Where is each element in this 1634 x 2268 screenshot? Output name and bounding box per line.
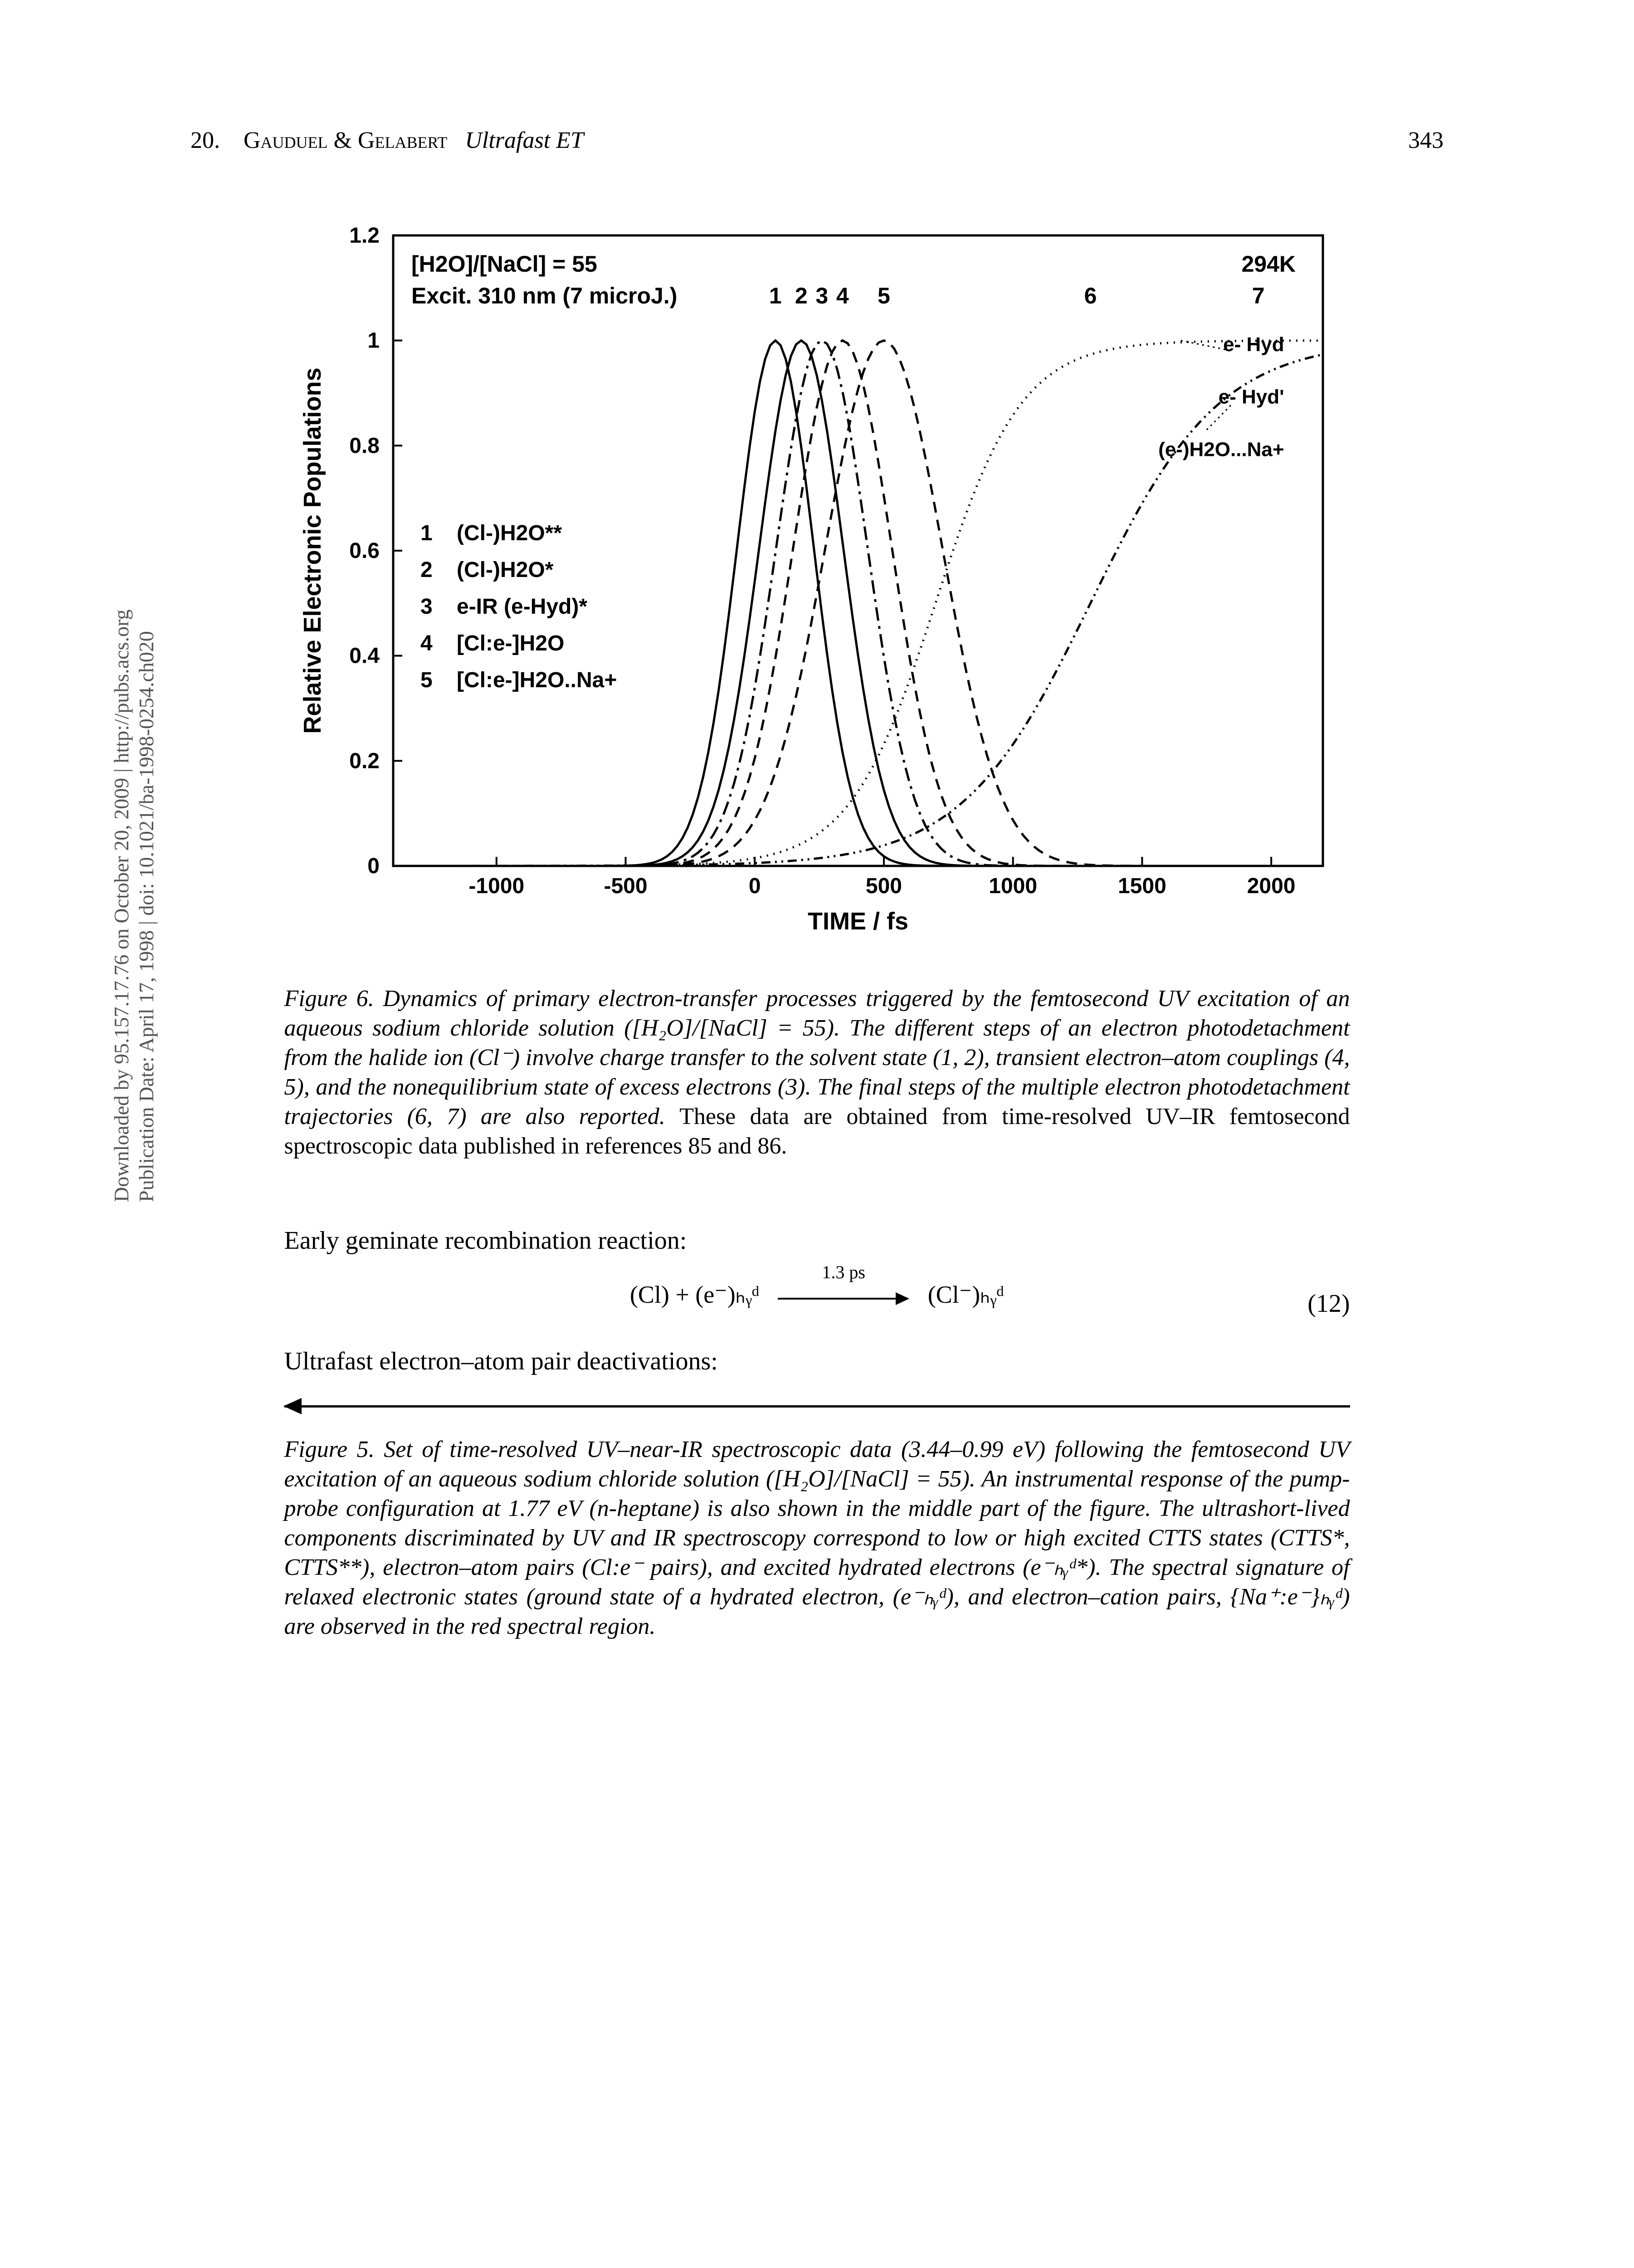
chapter-num: 20. <box>190 127 220 153</box>
eq-rhs: (Cl⁻)ₕᵧᵈ <box>928 1281 1004 1308</box>
svg-text:500: 500 <box>865 874 902 898</box>
eq-arrow-label: 1.3 ps <box>822 1261 865 1283</box>
svg-text:2: 2 <box>420 558 433 582</box>
svg-text:1.2: 1.2 <box>349 224 380 248</box>
svg-text:-500: -500 <box>604 874 647 898</box>
figure-5-caption: Figure 5. Set of time-resolved UV–near-I… <box>284 1435 1350 1641</box>
svg-text:4: 4 <box>836 283 849 308</box>
svg-text:1000: 1000 <box>989 874 1037 898</box>
svg-text:e-IR (e-Hyd)*: e-IR (e-Hyd)* <box>457 595 587 619</box>
eq-number: (12) <box>1307 1289 1350 1318</box>
chart-svg: -1000 -500 0 500 1000 1500 2000 0 0.2 0.4 0.6 0.8 1 1… <box>284 208 1350 957</box>
download-sidenote: Downloaded by 95.157.17.76 on October 20… <box>109 610 159 1202</box>
svg-text:0.4: 0.4 <box>349 644 380 668</box>
figure-6-chart: -1000 -500 0 500 1000 1500 2000 0 0.2 0.4 0.6 0.8 1 1… <box>284 208 1350 957</box>
svg-text:[Cl:e-]H2O..Na+: [Cl:e-]H2O..Na+ <box>457 668 617 692</box>
sidenote-line2: Publication Date: April 17, 1998 | doi: … <box>135 631 158 1202</box>
svg-text:(Cl-)H2O*: (Cl-)H2O* <box>457 558 554 582</box>
body-line-2: Ultrafast electron–atom pair deactivatio… <box>284 1345 1350 1378</box>
header-authors: Gauduel & Gelabert <box>244 127 447 153</box>
svg-text:4: 4 <box>420 631 433 655</box>
svg-text:1500: 1500 <box>1117 874 1166 898</box>
separator-arrow <box>284 1405 1350 1408</box>
svg-text:2000: 2000 <box>1247 874 1295 898</box>
svg-text:e- Hyd: e- Hyd <box>1223 333 1284 356</box>
svg-text:0.8: 0.8 <box>349 434 380 458</box>
arrowhead-icon <box>283 1398 302 1414</box>
svg-text:1: 1 <box>367 329 380 353</box>
header-title: Ultrafast ET <box>465 127 584 153</box>
figure-6-caption: Figure 6. Dynamics of primary electron-t… <box>284 984 1350 1161</box>
svg-text:7: 7 <box>1252 283 1264 308</box>
eq-arrow: 1.3 ps <box>778 1282 909 1310</box>
page-number: 343 <box>1408 127 1444 154</box>
eq-lhs: (Cl) + (e⁻)ₕᵧᵈ <box>630 1281 760 1308</box>
body-line-1: Early geminate recombination reaction: <box>284 1224 1350 1257</box>
svg-text:Excit. 310 nm (7 microJ.): Excit. 310 nm (7 microJ.) <box>411 283 677 308</box>
svg-text:0: 0 <box>367 854 380 878</box>
svg-text:5: 5 <box>420 668 433 692</box>
running-header: 20. Gauduel & Gelabert Ultrafast ET 343 <box>190 127 1444 154</box>
svg-text:0: 0 <box>748 874 761 898</box>
svg-text:1: 1 <box>420 521 433 545</box>
svg-text:294K: 294K <box>1241 251 1296 277</box>
svg-text:e- Hyd': e- Hyd' <box>1218 386 1284 408</box>
svg-text:TIME / fs: TIME / fs <box>807 908 908 935</box>
svg-text:[Cl:e-]H2O: [Cl:e-]H2O <box>457 631 564 655</box>
svg-text:0.6: 0.6 <box>349 539 380 563</box>
equation-12: (Cl) + (e⁻)ₕᵧᵈ 1.3 ps (Cl⁻)ₕᵧᵈ (12) <box>284 1280 1350 1309</box>
svg-text:1: 1 <box>769 283 781 308</box>
svg-text:5: 5 <box>878 283 890 308</box>
svg-text:0.2: 0.2 <box>349 749 380 773</box>
svg-text:(Cl-)H2O**: (Cl-)H2O** <box>457 521 562 545</box>
svg-text:Relative Electronic Population: Relative Electronic Populations <box>299 367 326 733</box>
svg-text:3: 3 <box>420 595 433 619</box>
header-left: 20. Gauduel & Gelabert Ultrafast ET <box>190 127 584 154</box>
svg-text:3: 3 <box>815 283 828 308</box>
svg-text:(e-)H2O...Na+: (e-)H2O...Na+ <box>1158 439 1284 461</box>
svg-text:[H2O]/[NaCl] = 55: [H2O]/[NaCl] = 55 <box>411 251 597 277</box>
svg-text:6: 6 <box>1084 283 1097 308</box>
svg-text:2: 2 <box>795 283 807 308</box>
svg-text:-1000: -1000 <box>468 874 524 898</box>
page: Downloaded by 95.157.17.76 on October 20… <box>0 0 1634 2268</box>
sidenote-line1: Downloaded by 95.157.17.76 on October 20… <box>110 610 133 1202</box>
